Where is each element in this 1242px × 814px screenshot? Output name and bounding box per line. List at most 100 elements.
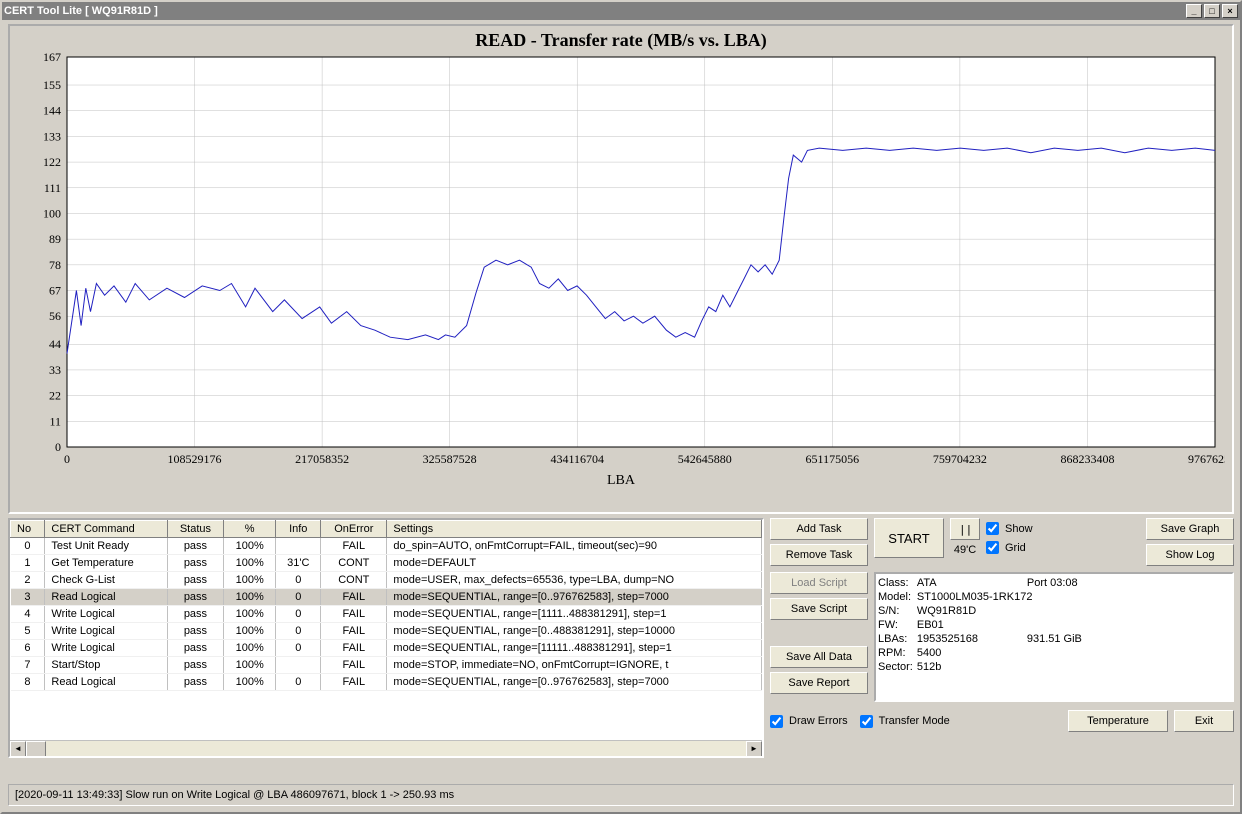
grid-checkbox[interactable] (986, 541, 999, 554)
temperature-button[interactable]: Temperature (1068, 710, 1168, 732)
table-cell: 100% (224, 606, 276, 623)
transfer-mode-checkbox-row[interactable]: Transfer Mode (860, 715, 950, 728)
status-text: [2020-09-11 13:49:33] Slow run on Write … (15, 789, 454, 801)
table-row[interactable]: 0Test Unit Readypass100%FAILdo_spin=AUTO… (11, 538, 762, 555)
show-checkbox[interactable] (986, 522, 999, 535)
table-cell: 8 (11, 674, 45, 691)
scroll-left-button[interactable]: ◄ (10, 741, 26, 757)
table-row[interactable]: 5Write Logicalpass100%0FAILmode=SEQUENTI… (11, 623, 762, 640)
table-cell: 5 (11, 623, 45, 640)
table-cell: Start/Stop (45, 657, 167, 674)
command-table[interactable]: NoCERT CommandStatus%InfoOnErrorSettings… (10, 520, 762, 691)
remove-task-button[interactable]: Remove Task (770, 544, 868, 566)
table-cell: 100% (224, 572, 276, 589)
table-header[interactable]: % (224, 521, 276, 538)
table-header[interactable]: Status (167, 521, 223, 538)
window-title: CERT Tool Lite [ WQ91R81D ] (4, 5, 1184, 17)
table-cell: pass (167, 555, 223, 572)
table-row[interactable]: 6Write Logicalpass100%0FAILmode=SEQUENTI… (11, 640, 762, 657)
table-cell: Check G-List (45, 572, 167, 589)
command-table-panel: NoCERT CommandStatus%InfoOnErrorSettings… (8, 518, 764, 758)
scroll-right-button[interactable]: ► (746, 741, 762, 757)
info-class-label: Class: (878, 576, 917, 590)
svg-text:11: 11 (49, 414, 61, 428)
close-button[interactable]: × (1222, 4, 1238, 18)
save-report-button[interactable]: Save Report (770, 672, 868, 694)
draw-errors-checkbox-row[interactable]: Draw Errors (770, 715, 848, 728)
table-cell: CONT (321, 572, 387, 589)
table-cell (276, 657, 321, 674)
table-header[interactable]: CERT Command (45, 521, 167, 538)
save-all-data-button[interactable]: Save All Data (770, 646, 868, 668)
maximize-button[interactable]: □ (1204, 4, 1220, 18)
table-cell: FAIL (321, 657, 387, 674)
table-cell: mode=SEQUENTIAL, range=[1111..488381291]… (387, 606, 762, 623)
titlebar: CERT Tool Lite [ WQ91R81D ] _ □ × (2, 2, 1240, 20)
table-header[interactable]: Settings (387, 521, 762, 538)
info-rpm-label: RPM: (878, 646, 917, 660)
table-cell: 100% (224, 657, 276, 674)
start-button[interactable]: START (874, 518, 944, 558)
table-row[interactable]: 7Start/Stoppass100%FAILmode=STOP, immedi… (11, 657, 762, 674)
transfer-mode-label: Transfer Mode (879, 715, 950, 727)
add-task-button[interactable]: Add Task (770, 518, 868, 540)
scroll-track[interactable] (26, 741, 746, 757)
table-cell: 4 (11, 606, 45, 623)
minimize-button[interactable]: _ (1186, 4, 1202, 18)
table-row[interactable]: 3Read Logicalpass100%0FAILmode=SEQUENTIA… (11, 589, 762, 606)
table-cell: 0 (276, 623, 321, 640)
svg-text:542645880: 542645880 (678, 452, 732, 466)
save-script-button[interactable]: Save Script (770, 598, 868, 620)
info-sector-label: Sector: (878, 660, 917, 674)
table-cell: Write Logical (45, 640, 167, 657)
info-lbas: 1953525168 (917, 632, 1027, 646)
table-cell: FAIL (321, 674, 387, 691)
show-checkbox-row[interactable]: Show (986, 522, 1033, 535)
table-row[interactable]: 1Get Temperaturepass100%31'CCONTmode=DEF… (11, 555, 762, 572)
chart-title: READ - Transfer rate (MB/s vs. LBA) (14, 30, 1228, 51)
exit-button[interactable]: Exit (1174, 710, 1234, 732)
table-cell: Get Temperature (45, 555, 167, 572)
table-cell: 7 (11, 657, 45, 674)
table-row[interactable]: 8Read Logicalpass100%0FAILmode=SEQUENTIA… (11, 674, 762, 691)
table-cell: FAIL (321, 623, 387, 640)
table-header[interactable]: No (11, 521, 45, 538)
table-cell: CONT (321, 555, 387, 572)
table-cell: Test Unit Ready (45, 538, 167, 555)
svg-text:155: 155 (43, 78, 61, 92)
table-header[interactable]: OnError (321, 521, 387, 538)
pause-button[interactable]: || (950, 518, 980, 540)
svg-text:651175056: 651175056 (806, 452, 860, 466)
bottom-area: NoCERT CommandStatus%InfoOnErrorSettings… (8, 518, 1234, 778)
draw-errors-label: Draw Errors (789, 715, 848, 727)
draw-errors-checkbox[interactable] (770, 715, 783, 728)
info-fw: EB01 (917, 618, 1086, 632)
svg-text:22: 22 (49, 389, 61, 403)
svg-text:759704232: 759704232 (933, 452, 987, 466)
svg-text:89: 89 (49, 232, 61, 246)
scroll-thumb[interactable] (26, 741, 46, 757)
info-rpm: 5400 (917, 646, 1086, 660)
save-graph-button[interactable]: Save Graph (1146, 518, 1234, 540)
table-header[interactable]: Info (276, 521, 321, 538)
info-fw-label: FW: (878, 618, 917, 632)
table-cell: 100% (224, 674, 276, 691)
transfer-mode-checkbox[interactable] (860, 715, 873, 728)
chart-panel: READ - Transfer rate (MB/s vs. LBA) 0112… (8, 24, 1234, 514)
horizontal-scrollbar[interactable]: ◄ ► (10, 740, 762, 756)
table-cell: 100% (224, 538, 276, 555)
table-cell: 1 (11, 555, 45, 572)
info-sn-label: S/N: (878, 604, 917, 618)
show-log-button[interactable]: Show Log (1146, 544, 1234, 566)
table-cell: FAIL (321, 640, 387, 657)
grid-checkbox-row[interactable]: Grid (986, 541, 1033, 554)
table-cell: 100% (224, 640, 276, 657)
svg-text:217058352: 217058352 (295, 452, 349, 466)
table-row[interactable]: 4Write Logicalpass100%0FAILmode=SEQUENTI… (11, 606, 762, 623)
table-cell: 3 (11, 589, 45, 606)
right-controls: Add Task Remove Task START || 49'C Show (770, 518, 1234, 778)
table-row[interactable]: 2Check G-Listpass100%0CONTmode=USER, max… (11, 572, 762, 589)
table-cell: 0 (276, 589, 321, 606)
load-script-button[interactable]: Load Script (770, 572, 868, 594)
info-lbas-label: LBAs: (878, 632, 917, 646)
